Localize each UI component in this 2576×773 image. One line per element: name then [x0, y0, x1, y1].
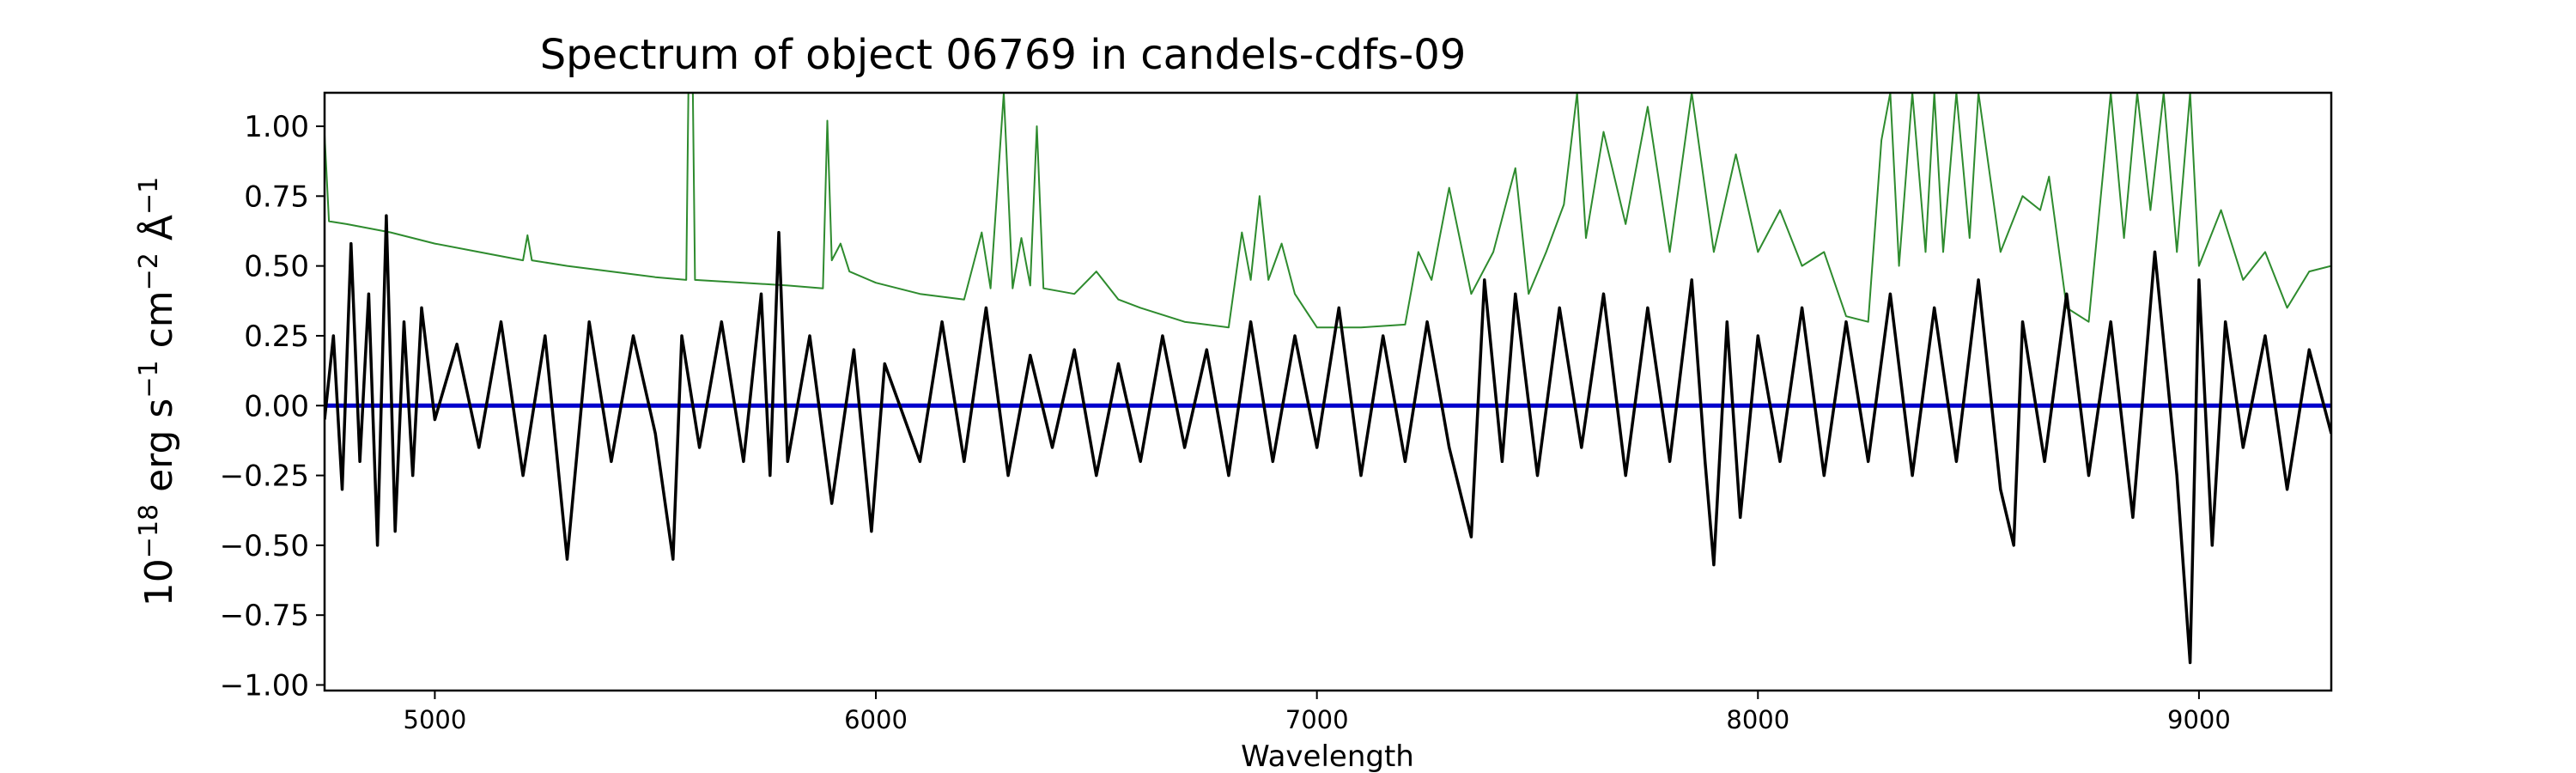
- x-axis: 5000 6000 7000 8000 9000: [404, 691, 2231, 734]
- y-label-exp2: −1: [134, 360, 164, 398]
- plot-area: 5000 6000 7000 8000 9000 −1.00 −0.75 −0.50 −0.2…: [220, 91, 2333, 734]
- x-tick-label: 8000: [1726, 705, 1789, 734]
- plot-frame: [323, 91, 2333, 692]
- series-sky-noise: [325, 93, 2331, 329]
- y-label-t3: Å: [136, 215, 181, 253]
- y-tick-label: −0.50: [220, 529, 309, 563]
- y-tick-label: −1.00: [220, 668, 309, 703]
- y-label-t1: erg s: [137, 399, 181, 504]
- x-tick-label: 5000: [404, 705, 467, 734]
- y-tick-label: 0.75: [244, 180, 309, 214]
- y-label-exp3: −2: [134, 253, 164, 290]
- x-tick-label: 9000: [2167, 705, 2231, 734]
- y-label-exp1: −18: [134, 504, 164, 558]
- y-tick-label: 1.00: [244, 110, 309, 144]
- y-tick-label: −0.25: [220, 460, 309, 494]
- chart-title: Spectrum of object 06769 in candels-cdfs…: [540, 31, 1467, 79]
- y-label-t2: cm: [137, 290, 181, 360]
- y-label-base: 10: [137, 558, 181, 606]
- y-tick-label: 0.50: [244, 250, 309, 284]
- x-axis-label: Wavelength: [1241, 740, 1414, 773]
- y-axis-label: 10−18 erg s−1 cm−2 Å−1: [134, 177, 182, 606]
- y-tick-label: 0.25: [244, 320, 309, 354]
- y-tick-label: 0.00: [244, 389, 309, 423]
- x-tick-label: 6000: [844, 705, 908, 734]
- series-flux: [325, 214, 2331, 665]
- y-label-exp4: −1: [134, 177, 164, 215]
- series-layer: [325, 93, 2331, 665]
- x-tick-label: 7000: [1285, 705, 1349, 734]
- y-axis: −1.00 −0.75 −0.50 −0.25 0.00 0.25 0.50 0.75 1.00: [220, 110, 325, 703]
- y-tick-label: −0.75: [220, 599, 309, 633]
